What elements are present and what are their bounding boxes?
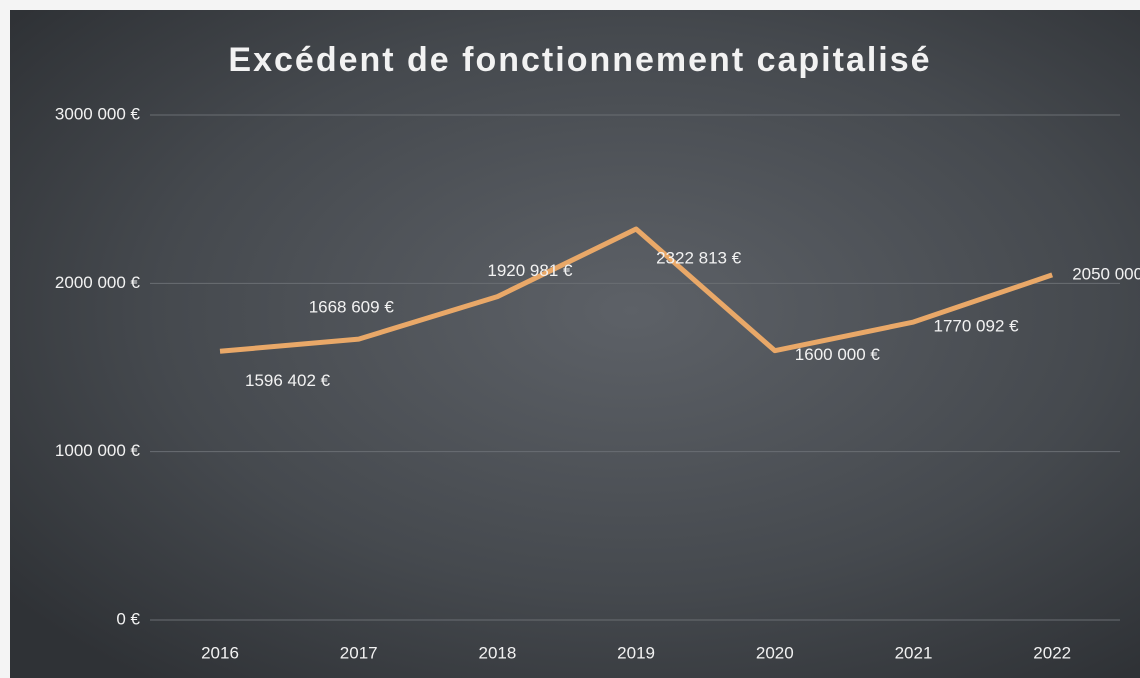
chart-background bbox=[10, 10, 1140, 678]
data-label: 2322 813 € bbox=[656, 248, 742, 267]
data-label: 1600 000 € bbox=[795, 345, 881, 364]
data-label: 1770 092 € bbox=[934, 317, 1020, 336]
x-tick-label: 2018 bbox=[478, 643, 516, 662]
y-tick-label: 3000 000 € bbox=[55, 104, 141, 123]
x-tick-label: 2022 bbox=[1033, 643, 1071, 662]
data-label: 1668 609 € bbox=[309, 298, 395, 317]
data-label: 1920 981 € bbox=[487, 261, 573, 280]
y-tick-label: 2000 000 € bbox=[55, 273, 141, 292]
x-tick-label: 2019 bbox=[617, 643, 655, 662]
x-tick-label: 2016 bbox=[201, 643, 239, 662]
data-label: 1596 402 € bbox=[245, 371, 331, 390]
data-line bbox=[219, 226, 1054, 354]
x-tick-label: 2020 bbox=[756, 643, 794, 662]
x-tick-label: 2017 bbox=[340, 643, 378, 662]
chart-title: Excédent de fonctionnement capitalisé bbox=[228, 41, 931, 79]
y-tick-label: 0 € bbox=[116, 609, 140, 628]
data-label: 2050 000 € bbox=[1072, 264, 1140, 283]
x-tick-label: 2021 bbox=[895, 643, 933, 662]
y-tick-label: 1000 000 € bbox=[55, 441, 141, 460]
